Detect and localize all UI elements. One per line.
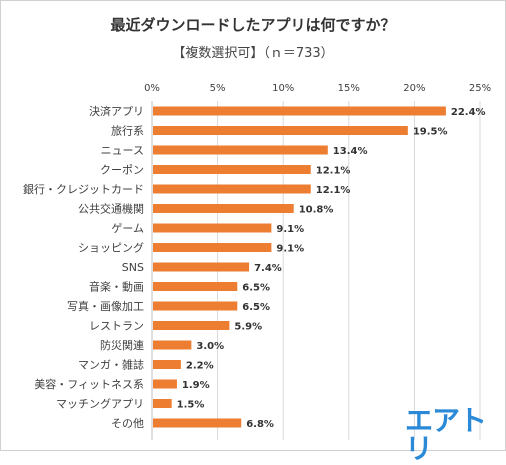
bar (153, 399, 172, 408)
value-label: 19.5% (413, 127, 448, 138)
value-label: 3.0% (196, 341, 224, 352)
category-label: クーポン (100, 164, 144, 177)
category-label: ショッピング (78, 241, 144, 255)
value-label: 9.1% (276, 224, 304, 235)
value-label: 13.4% (333, 146, 368, 157)
category-label: 決済アプリ (89, 104, 144, 118)
category-label: 旅行系 (111, 124, 144, 138)
category-label: 美容・フィットネス系 (34, 377, 144, 391)
value-label: 2.2% (186, 361, 214, 372)
x-tick-label: 20% (403, 83, 425, 94)
chart-subtitle: 【複数選択可】（ｎ＝733） (172, 46, 334, 61)
category-label: 写真・画像加工 (67, 299, 144, 313)
bar (153, 165, 311, 174)
x-tick-label: 5% (210, 83, 226, 94)
value-label: 6.5% (242, 302, 270, 313)
grid-lines (151, 101, 481, 440)
value-label: 7.4% (254, 263, 282, 274)
category-label: 公共交通機関 (78, 202, 144, 216)
value-labels: 22.4%19.5% 13.4% 12.1% 12.1% 10.8% 9.1% 9.1% 7.… (177, 107, 486, 430)
x-axis-ticks: 0% 5% 10% 15% 20% 25% (144, 83, 491, 94)
bar (153, 262, 250, 272)
category-label: SNS (122, 261, 144, 274)
value-label: 1.5% (177, 400, 205, 411)
bar-chart: 0% 5% 10% 15% 20% 25% 決済アプリ旅行系ニュースクーポン銀行・クレジッ… (23, 83, 491, 440)
brand-logo: エアトリ (405, 404, 487, 465)
bars (153, 106, 446, 428)
bar (153, 379, 177, 389)
bar (153, 145, 328, 155)
category-label: その他 (111, 417, 144, 430)
value-label: 1.9% (182, 380, 210, 391)
value-label: 5.9% (234, 322, 262, 333)
bar (153, 418, 242, 428)
bar (153, 184, 311, 194)
bar (153, 126, 408, 135)
bar (153, 301, 238, 311)
value-label: 12.1% (316, 166, 351, 177)
x-tick-label: 25% (469, 83, 491, 94)
bar (153, 106, 446, 116)
category-label: 防災関連 (100, 338, 144, 352)
bar (153, 223, 272, 233)
category-label: 音楽・動画 (89, 280, 144, 294)
value-label: 9.1% (276, 244, 304, 255)
bar (153, 204, 294, 213)
value-label: 6.8% (246, 419, 274, 430)
bar (153, 340, 192, 350)
bar (153, 321, 230, 330)
category-label: ニュース (101, 144, 144, 157)
value-label: 12.1% (316, 185, 351, 196)
value-label: 22.4% (451, 107, 486, 118)
category-label: 銀行・クレジットカード (23, 182, 144, 196)
bar (153, 243, 272, 252)
value-label: 10.8% (299, 205, 334, 216)
category-labels: 決済アプリ旅行系ニュースクーポン銀行・クレジットカード公共交通機関ゲームショッピ… (23, 104, 144, 430)
bar (153, 282, 238, 291)
chart-title: 最近ダウンロードしたアプリは何ですか？ (110, 16, 396, 34)
category-label: レストラン (89, 320, 144, 333)
category-label: マッチングアプリ (56, 397, 144, 411)
x-tick-label: 0% (144, 83, 160, 94)
category-label: マンガ・雑誌 (78, 358, 144, 372)
x-tick-label: 10% (272, 83, 294, 94)
x-tick-label: 15% (338, 83, 360, 94)
value-label: 6.5% (242, 283, 270, 294)
category-label: ゲーム (111, 222, 144, 235)
bar (153, 360, 181, 369)
